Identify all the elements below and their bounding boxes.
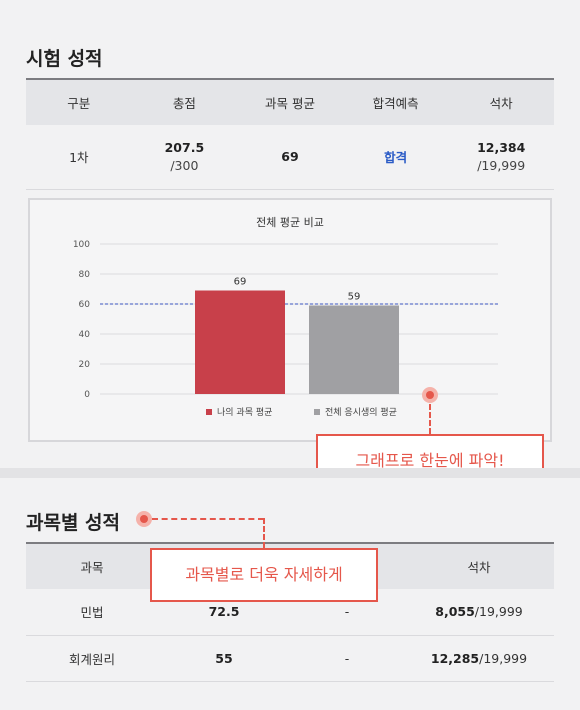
rank-total: /19,999: [479, 650, 528, 666]
y-tick-label: 80: [79, 270, 91, 280]
exam-score-section: 시험 성적 구분 총점 과목 평균 합격예측 석차 1차 207.5 /300 …: [26, 48, 554, 488]
header-prediction: 합격예측: [342, 78, 449, 125]
section-title: 과목별 성적: [26, 512, 121, 534]
average-cell: 69: [237, 125, 343, 190]
average-comparison-chart-panel: 전체 평균 비교 0 20 40 60 80 100 69 59 나의 과목 평균 전체 응시…: [28, 198, 552, 442]
table-header-row: 구분 총점 과목 평균 합격예측 석차: [26, 78, 554, 125]
total-max: /300: [170, 158, 199, 174]
legend-label: 나의 과목 평균: [217, 407, 272, 418]
y-tick-label: 40: [79, 330, 91, 340]
callout-connector-line: [429, 404, 431, 434]
rank-value: 12,285: [430, 650, 480, 666]
bar-value-label: 59: [348, 292, 361, 303]
callout-connector-line: [263, 518, 265, 548]
rank-cell: 12,384 /19,999: [448, 125, 554, 190]
header-subject: 과목: [26, 542, 158, 589]
subject-name: 회계원리: [26, 635, 158, 682]
rank-total: /19,999: [474, 604, 523, 620]
total-score-cell: 207.5 /300: [131, 125, 238, 190]
y-tick-label: 20: [79, 360, 91, 370]
bar: [309, 305, 399, 394]
bar-chart: 전체 평균 비교 0 20 40 60 80 100 69 59 나의 과목 평균 전체 응시…: [73, 216, 498, 418]
header-rank: 석차: [448, 78, 554, 125]
header-rank: 석차: [404, 542, 554, 589]
chart-title: 전체 평균 비교: [256, 216, 324, 229]
total-score: 207.5: [164, 140, 205, 156]
round-cell: 1차: [26, 125, 132, 190]
section-title: 시험 성적: [26, 48, 103, 70]
bar-value-label: 69: [234, 277, 247, 288]
subject-rank: 8,055/19,999: [404, 589, 554, 636]
prediction-cell: 합격: [342, 125, 449, 190]
rank-value: 8,055: [435, 604, 475, 620]
header-average: 과목 평균: [237, 78, 343, 125]
rank-value: 12,384: [477, 140, 526, 156]
subject-score-section: 과목별 성적 과목 석차 민법 72.5 - 8,055/19,999 회계원리…: [0, 478, 580, 710]
callout-marker-dot: [136, 511, 152, 527]
y-tick-label: 100: [73, 240, 90, 250]
legend-swatch: [314, 409, 320, 415]
subject-score: 55: [158, 635, 290, 682]
header-total: 총점: [131, 78, 238, 125]
callout-marker-dot: [422, 387, 438, 403]
y-tick-label: 0: [84, 390, 90, 400]
bar: [195, 290, 285, 394]
subject-mid: -: [290, 635, 404, 682]
callout-connector-line: [152, 518, 264, 520]
table-row: 1차 207.5 /300 69 합격 12,384 /19,999: [26, 125, 554, 190]
section-divider: [0, 468, 580, 478]
y-tick-label: 60: [79, 300, 91, 310]
subject-rank: 12,285/19,999: [404, 635, 554, 682]
legend-label: 전체 응시생의 평균: [325, 407, 397, 418]
table-row: 회계원리 55 - 12,285/19,999: [26, 635, 554, 682]
header-category: 구분: [26, 78, 132, 125]
subject-name: 민법: [26, 589, 158, 636]
subject-callout: 과목별로 더욱 자세하게: [150, 548, 378, 602]
exam-score-table: 구분 총점 과목 평균 합격예측 석차 1차 207.5 /300 69 합격 …: [26, 78, 554, 190]
legend-swatch: [206, 409, 212, 415]
rank-total: /19,999: [477, 158, 526, 174]
